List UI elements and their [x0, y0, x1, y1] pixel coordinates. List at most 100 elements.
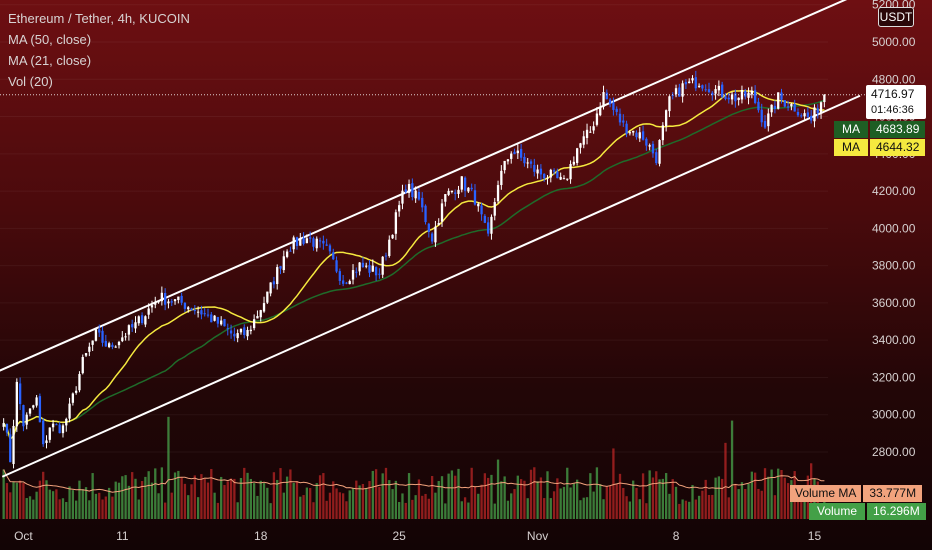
- volume-bar: [137, 499, 140, 519]
- volume-bar: [546, 471, 549, 519]
- ma21-line[interactable]: [2, 89, 825, 441]
- volume-bar: [124, 475, 127, 519]
- volume-bar: [668, 493, 671, 519]
- volume-bar: [575, 479, 579, 519]
- candle: [447, 190, 450, 195]
- volume-bar: [75, 500, 78, 519]
- candle: [793, 103, 796, 112]
- volume-bar: [140, 481, 144, 519]
- candle: [223, 318, 226, 327]
- volume-bar: [526, 498, 529, 519]
- candle: [200, 310, 203, 315]
- ma21-badge: MA 4644.32: [834, 139, 926, 156]
- x-tick-label: 15: [808, 529, 822, 543]
- candle: [167, 301, 170, 304]
- candle: [124, 336, 127, 338]
- candle: [332, 252, 335, 260]
- candle: [632, 130, 635, 133]
- candle: [88, 346, 91, 352]
- volume-bar: [473, 486, 477, 519]
- candle: [239, 328, 243, 333]
- volume-bar: [299, 496, 302, 519]
- volume-bar: [447, 473, 450, 519]
- volume-bar: [226, 481, 229, 519]
- y-tick-label: 5000.00: [872, 35, 916, 49]
- chart-legend: Ethereum / Tether, 4h, KUCOIN MA (50, cl…: [8, 8, 190, 92]
- y-axis[interactable]: 2800.00 3000.00 3200.00 3400.00 3600.00 3800.…: [872, 0, 916, 459]
- volume-bar: [783, 477, 786, 519]
- volume-bar: [757, 488, 760, 519]
- volume-bar: [437, 480, 440, 519]
- volume-bar: [496, 459, 500, 519]
- channel-lower-line[interactable]: [1, 94, 861, 478]
- volume-bar: [78, 480, 81, 519]
- candle: [233, 333, 236, 337]
- volume-bar: [58, 499, 61, 519]
- volume-bar: [562, 486, 566, 519]
- candle: [42, 420, 45, 445]
- candle: [381, 256, 384, 275]
- candle: [187, 307, 190, 310]
- candle: [335, 260, 338, 272]
- candle: [38, 396, 42, 423]
- legend-ma21[interactable]: MA (21, close): [8, 53, 92, 68]
- volume-bar: [398, 502, 401, 519]
- ma50-line[interactable]: [2, 99, 825, 441]
- candle: [312, 238, 315, 247]
- candle: [668, 96, 671, 112]
- candle: [744, 90, 747, 97]
- volume-bar: [55, 489, 58, 519]
- candle: [150, 305, 154, 308]
- volume-bar: [556, 478, 559, 519]
- candle: [777, 92, 780, 109]
- volume-bar: [170, 492, 173, 519]
- legend-ma50[interactable]: MA (50, close): [8, 32, 92, 47]
- legend-volume[interactable]: Vol (20): [8, 74, 53, 89]
- candle: [134, 322, 137, 329]
- volume-bar: [697, 495, 701, 519]
- candle: [163, 292, 167, 305]
- volume-bar: [533, 467, 536, 519]
- candle: [131, 324, 134, 328]
- ma50-badge-label: MA: [834, 121, 868, 138]
- volume-bar: [773, 495, 777, 519]
- volume-bar: [81, 489, 84, 519]
- candle: [384, 255, 388, 257]
- volume-bar: [328, 492, 332, 519]
- candle: [519, 148, 523, 158]
- chart-title[interactable]: Ethereum / Tether, 4h, KUCOIN: [8, 11, 190, 26]
- volume-bar: [691, 484, 694, 519]
- volume-bar: [289, 469, 292, 519]
- volume-bar: [160, 467, 164, 519]
- volume-bar: [721, 478, 724, 519]
- volume-bar: [322, 473, 325, 519]
- volume-bar: [104, 496, 107, 519]
- candle: [144, 316, 147, 325]
- candle: [417, 191, 421, 200]
- candle: [714, 89, 717, 94]
- volume-bar: [625, 496, 628, 519]
- candle: [398, 205, 401, 212]
- volume-bar: [605, 486, 608, 519]
- candle: [315, 238, 318, 249]
- candle: [180, 295, 183, 303]
- candle: [734, 93, 737, 102]
- candle: [513, 151, 516, 155]
- volume-bar: [378, 486, 381, 519]
- volume-bar: [252, 483, 256, 519]
- volume-bar: [467, 502, 470, 519]
- candle: [193, 310, 196, 312]
- candle: [341, 280, 345, 284]
- volume-bar: [45, 480, 48, 519]
- channel-upper-line[interactable]: [0, 0, 860, 372]
- candle: [269, 282, 272, 294]
- candle: [196, 311, 200, 313]
- volume-bar: [440, 476, 444, 519]
- y-tick-label: 5200.00: [872, 0, 916, 12]
- currency-button[interactable]: USDT: [878, 7, 914, 27]
- volume-bar: [94, 493, 98, 519]
- candle: [75, 390, 78, 393]
- x-axis[interactable]: Oct 11 18 25 Nov 8 15: [14, 529, 821, 543]
